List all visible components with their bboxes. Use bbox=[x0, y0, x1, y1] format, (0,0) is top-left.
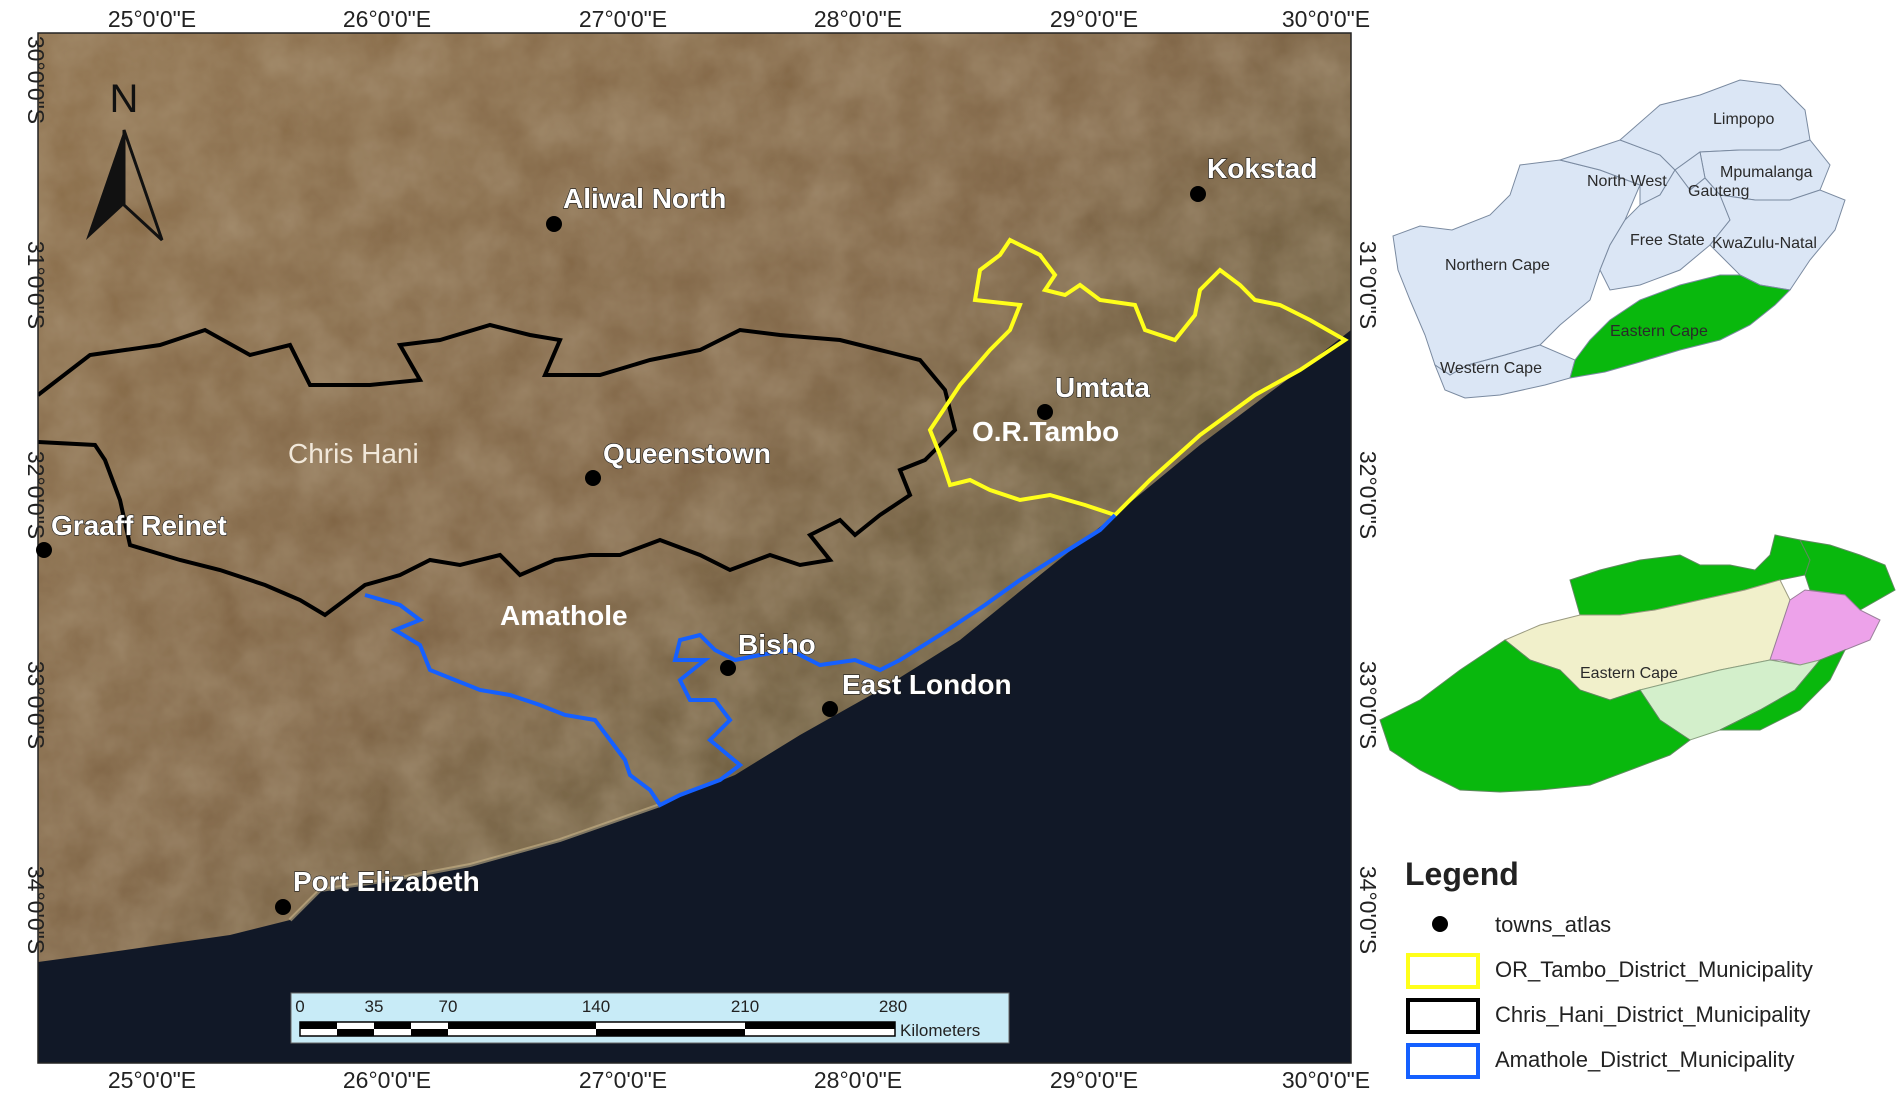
scale-tick-label: 210 bbox=[731, 997, 759, 1016]
province-label: Mpumalanga bbox=[1720, 164, 1813, 181]
inset-label: Eastern Cape bbox=[1580, 665, 1678, 682]
lon-tick-label: 28°0'0"E bbox=[814, 1067, 902, 1093]
town-point bbox=[822, 701, 838, 717]
inset-eastern-cape: Eastern Cape bbox=[1379, 534, 1896, 793]
legend: Legend towns_atlas OR_Tambo_District_Mun… bbox=[1405, 856, 1813, 1079]
scale-tick-label: 140 bbox=[582, 997, 610, 1016]
legend-item-label: Amathole_District_Municipality bbox=[1495, 1047, 1795, 1072]
lat-tick-label: 33°0'0"S bbox=[23, 661, 49, 749]
inset-district-west-green bbox=[1379, 639, 1691, 793]
lat-tick-label: 31°0'0"S bbox=[1355, 241, 1381, 329]
scale-bar: 0 35 70 140 210 280 Kilometers bbox=[290, 992, 1010, 1044]
lat-tick-label: 34°0'0"S bbox=[23, 866, 49, 954]
lat-tick-label: 32°0'0"S bbox=[23, 451, 49, 539]
town-label: Aliwal North bbox=[563, 183, 726, 214]
coastline-sand bbox=[288, 803, 661, 922]
scale-unit-label: Kilometers bbox=[900, 1021, 980, 1040]
town-point bbox=[1190, 186, 1206, 202]
district-label: O.R.Tambo bbox=[972, 416, 1119, 447]
province-label: Free State bbox=[1630, 232, 1705, 249]
lat-tick-label: 32°0'0"S bbox=[1355, 451, 1381, 539]
province-label: Eastern Cape bbox=[1610, 323, 1708, 340]
lon-tick-label: 25°0'0"E bbox=[108, 6, 196, 32]
town-label: East London bbox=[842, 669, 1012, 700]
town-point bbox=[1037, 404, 1053, 420]
lon-tick-label: 29°0'0"E bbox=[1050, 1067, 1138, 1093]
province-label: Western Cape bbox=[1440, 360, 1542, 377]
scale-tick-label: 280 bbox=[879, 997, 907, 1016]
town-point bbox=[275, 899, 291, 915]
lat-tick-label: 34°0'0"S bbox=[1355, 866, 1381, 954]
legend-item-label: towns_atlas bbox=[1495, 912, 1611, 937]
town-label: Port Elizabeth bbox=[293, 866, 480, 897]
lon-tick-label: 25°0'0"E bbox=[108, 1067, 196, 1093]
town-label: Umtata bbox=[1055, 372, 1150, 403]
lon-tick-label: 30°0'0"E bbox=[1282, 6, 1370, 32]
legend-amathole-swatch bbox=[1406, 1043, 1480, 1079]
province-label: Northern Cape bbox=[1445, 257, 1550, 274]
lon-tick-label: 26°0'0"E bbox=[343, 6, 431, 32]
longitude-ticks-bottom: 25°0'0"E 26°0'0"E 27°0'0"E 28°0'0"E 29°0… bbox=[108, 1067, 1370, 1093]
scale-tick-label: 0 bbox=[295, 997, 304, 1016]
lon-tick-label: 28°0'0"E bbox=[814, 6, 902, 32]
province-kwazulu-natal bbox=[1709, 189, 1846, 291]
district-label: Amathole bbox=[500, 600, 628, 631]
lat-tick-label: 31°0'0"S bbox=[23, 241, 49, 329]
legend-or-tambo-swatch bbox=[1406, 953, 1480, 989]
town-point bbox=[546, 216, 562, 232]
lon-tick-label: 27°0'0"E bbox=[579, 1067, 667, 1093]
legend-item-label: Chris_Hani_District_Municipality bbox=[1495, 1002, 1810, 1027]
district-label: Chris Hani bbox=[288, 438, 419, 469]
town-point bbox=[36, 542, 52, 558]
town-label: Graaff Reinet bbox=[51, 510, 227, 541]
town-point bbox=[585, 470, 601, 486]
province-label: Gauteng bbox=[1688, 183, 1749, 200]
scale-tick-label: 70 bbox=[439, 997, 458, 1016]
legend-title: Legend bbox=[1405, 856, 1519, 892]
lon-tick-label: 29°0'0"E bbox=[1050, 6, 1138, 32]
chris-hani-boundary bbox=[38, 322, 958, 618]
town-label: Kokstad bbox=[1207, 153, 1317, 184]
town-point bbox=[720, 660, 736, 676]
lat-tick-label: 30°0'0"S bbox=[23, 36, 49, 124]
north-arrow-icon: N bbox=[86, 77, 164, 242]
province-eastern-cape bbox=[1569, 274, 1792, 379]
town-label: Queenstown bbox=[603, 438, 771, 469]
longitude-ticks-top: 25°0'0"E 26°0'0"E 27°0'0"E 28°0'0"E 29°0… bbox=[108, 6, 1370, 32]
or-tambo-boundary bbox=[927, 237, 1349, 518]
lon-tick-label: 27°0'0"E bbox=[579, 6, 667, 32]
legend-item-label: OR_Tambo_District_Municipality bbox=[1495, 957, 1813, 982]
province-label: KwaZulu-Natal bbox=[1712, 235, 1817, 252]
amathole-boundary bbox=[364, 513, 1117, 808]
legend-town-point-icon bbox=[1432, 916, 1448, 932]
scale-tick-label: 35 bbox=[365, 997, 384, 1016]
latitude-ticks-right: 31°0'0"S 32°0'0"S 33°0'0"S 34°0'0"S bbox=[1355, 241, 1381, 954]
towns-layer: Aliwal North Kokstad Umtata Queenstown G… bbox=[36, 152, 1318, 915]
province-label: North West bbox=[1587, 173, 1667, 190]
town-label: Bisho bbox=[738, 629, 816, 660]
lon-tick-label: 26°0'0"E bbox=[343, 1067, 431, 1093]
lat-tick-label: 33°0'0"S bbox=[1355, 661, 1381, 749]
legend-chris-hani-swatch bbox=[1406, 998, 1480, 1034]
main-map bbox=[38, 33, 1351, 1063]
ocean bbox=[38, 330, 1351, 1063]
north-label: N bbox=[110, 77, 139, 121]
lon-tick-label: 30°0'0"E bbox=[1282, 1067, 1370, 1093]
province-label: Limpopo bbox=[1713, 111, 1774, 128]
inset-south-africa: Limpopo North West Mpumalanga Gauteng Fr… bbox=[1392, 79, 1846, 399]
inset-district-south-green bbox=[1719, 649, 1847, 731]
latitude-ticks-left: 30°0'0"S 31°0'0"S 32°0'0"S 33°0'0"S 34°0… bbox=[23, 36, 49, 954]
